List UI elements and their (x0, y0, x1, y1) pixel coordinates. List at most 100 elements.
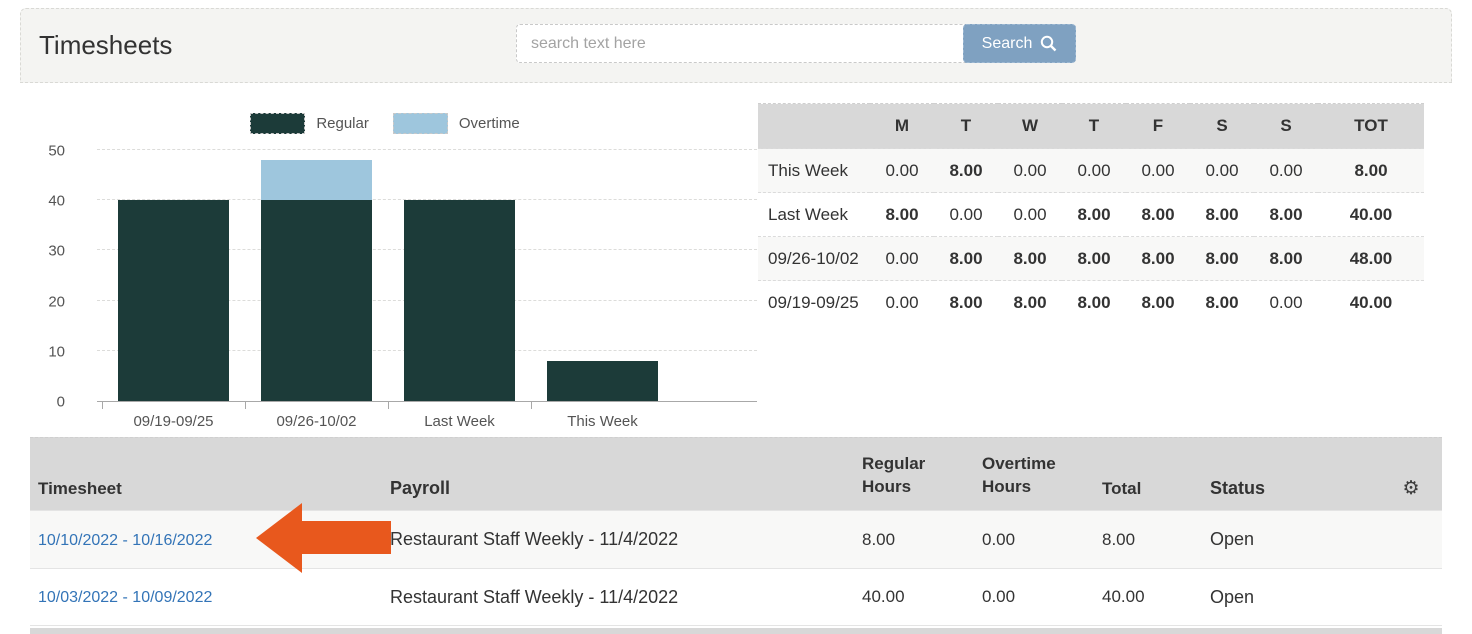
y-axis-tick-label: 20 (48, 293, 65, 311)
y-axis-tick-label: 40 (48, 192, 65, 210)
chart-plot (97, 149, 757, 409)
gear-icon[interactable]: ⚙ (1402, 477, 1420, 499)
hours-bar-chart: Regular Overtime 0 10 20 30 40 50 09/19-09/25 0… (35, 100, 757, 435)
col-saturday: S (1190, 103, 1254, 149)
legend-item-overtime: Overtime (392, 113, 520, 134)
gridline (97, 149, 757, 150)
week-day-value: 8.00 (1126, 192, 1190, 237)
x-axis-label: 09/19-09/25 (133, 413, 214, 430)
x-axis-tick (531, 402, 532, 409)
week-day-value: 0.00 (998, 148, 1062, 193)
chart-y-axis: 0 10 20 30 40 50 (35, 144, 69, 410)
week-day-value: 0.00 (998, 192, 1062, 237)
week-day-value: 8.00 (1062, 236, 1126, 281)
col-settings: ⚙ (1380, 479, 1442, 499)
week-total-value: 48.00 (1318, 236, 1424, 281)
status-cell: Open (1210, 586, 1255, 607)
col-timesheet: Timesheet (38, 479, 122, 498)
timesheet-table-header: Timesheet Payroll Regular Hours Overtime… (30, 437, 1442, 510)
week-row-label: 09/19-09/25 (758, 280, 870, 325)
x-axis-tick (102, 402, 103, 409)
timesheet-table-body: 10/10/2022 - 10/16/2022 Restaurant Staff … (30, 510, 1442, 626)
bar-segment-overtime (261, 160, 372, 201)
x-axis-tick (388, 402, 389, 409)
regular-hours-cell: 8.00 (862, 529, 896, 549)
week-summary-table: M T W T F S S TOT This Week 0.00 8.00 0.00 0… (758, 103, 1424, 325)
legend-label: Regular (316, 115, 369, 132)
regular-hours-cell: 40.00 (862, 587, 905, 606)
x-axis-label: This Week (567, 413, 638, 430)
legend-item-regular: Regular (250, 113, 369, 134)
week-row-label: Last Week (758, 192, 870, 237)
timesheet-link[interactable]: 10/10/2022 - 10/16/2022 (38, 531, 213, 549)
week-table-row: This Week 0.00 8.00 0.00 0.00 0.00 0.00 0.00 8.0… (758, 148, 1424, 193)
bar-segment-regular (404, 200, 515, 401)
timesheet-row: 10/10/2022 - 10/16/2022 Restaurant Staff … (30, 510, 1442, 568)
week-day-value: 8.00 (1190, 192, 1254, 237)
payroll-cell: Restaurant Staff Weekly - 11/4/2022 (390, 586, 679, 607)
col-monday: M (870, 103, 934, 149)
search-input[interactable] (516, 24, 966, 63)
bar-group (547, 360, 658, 401)
week-day-value: 8.00 (998, 236, 1062, 281)
gridline (97, 199, 757, 201)
bar-group (404, 200, 515, 401)
bar-segment-regular (261, 200, 372, 401)
week-day-value: 8.00 (1126, 280, 1190, 325)
week-day-value: 0.00 (1254, 148, 1318, 193)
week-row-label: 09/26-10/02 (758, 236, 870, 281)
week-day-value: 0.00 (870, 236, 934, 281)
week-day-value: 8.00 (870, 192, 934, 237)
search-group: Search (516, 24, 1076, 63)
col-wednesday: W (998, 103, 1062, 149)
chart-legend: Regular Overtime (35, 113, 735, 134)
col-week-label (758, 103, 870, 149)
week-day-value: 8.00 (934, 148, 998, 193)
week-day-value: 8.00 (1126, 236, 1190, 281)
status-cell: Open (1210, 529, 1255, 549)
col-regular-hours: Regular Hours (862, 454, 926, 497)
week-day-value: 8.00 (1062, 280, 1126, 325)
col-status: Status (1210, 478, 1266, 498)
week-day-value: 8.00 (934, 236, 998, 281)
arrow-shape (256, 503, 391, 573)
next-section-strip (30, 628, 1442, 634)
col-week-total: TOT (1318, 103, 1424, 149)
total-cell: 8.00 (1102, 529, 1136, 549)
week-total-value: 8.00 (1318, 148, 1424, 193)
timesheet-link[interactable]: 10/03/2022 - 10/09/2022 (38, 589, 213, 606)
week-day-value: 8.00 (1190, 280, 1254, 325)
x-axis-label: Last Week (424, 413, 495, 430)
timesheet-cell: 10/03/2022 - 10/09/2022 (30, 587, 390, 607)
week-day-value: 0.00 (870, 148, 934, 193)
week-table-body: This Week 0.00 8.00 0.00 0.00 0.00 0.00 0.00 8.0… (758, 148, 1424, 325)
search-icon (1041, 35, 1057, 52)
col-total: Total (1102, 479, 1142, 498)
y-axis-tick-label: 50 (48, 142, 65, 160)
week-table-header-row: M T W T F S S TOT (758, 103, 1424, 149)
col-thursday: T (1062, 103, 1126, 149)
week-table-row: 09/26-10/02 0.00 8.00 8.00 8.00 8.00 8.00 8.00 4… (758, 236, 1424, 281)
search-button[interactable]: Search (963, 24, 1076, 63)
week-day-value: 0.00 (1126, 148, 1190, 193)
week-day-value: 0.00 (934, 192, 998, 237)
week-day-value: 8.00 (1254, 192, 1318, 237)
legend-swatch (250, 113, 306, 134)
total-cell: 40.00 (1102, 587, 1145, 606)
week-day-value: 0.00 (1062, 148, 1126, 193)
col-tuesday: T (934, 103, 998, 149)
week-day-value: 8.00 (934, 280, 998, 325)
y-axis-tick-label: 10 (48, 343, 65, 361)
timesheet-row: 10/03/2022 - 10/09/2022 Restaurant Staff … (30, 568, 1442, 626)
legend-swatch (392, 113, 448, 134)
bar-group (261, 160, 372, 401)
week-day-value: 8.00 (1062, 192, 1126, 237)
overtime-hours-cell: 0.00 (982, 529, 1016, 549)
bar-segment-regular (118, 200, 229, 401)
x-axis-label: 09/26-10/02 (276, 413, 357, 430)
x-axis-tick (245, 402, 246, 409)
week-day-value: 8.00 (1254, 236, 1318, 281)
week-total-value: 40.00 (1318, 280, 1424, 325)
header-panel: Timesheets Search (20, 8, 1452, 83)
search-button-label: Search (981, 34, 1033, 52)
